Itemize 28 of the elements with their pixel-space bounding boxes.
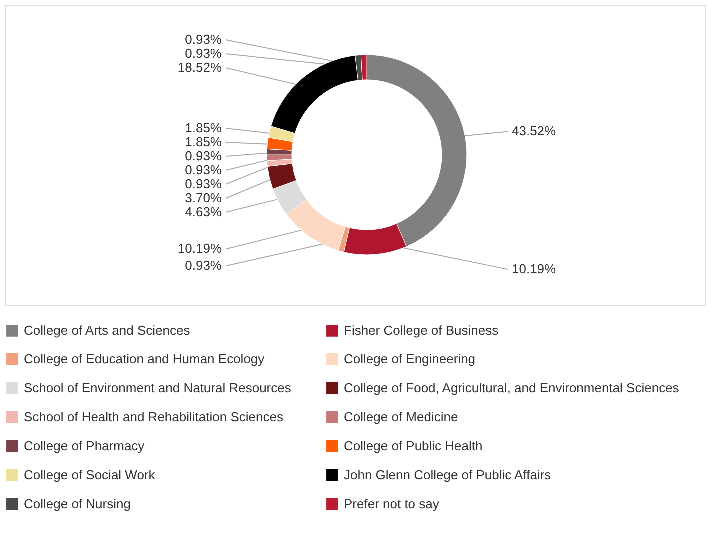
- legend-label: Prefer not to say: [344, 496, 440, 512]
- legend-label: School of Environment and Natural Resources: [24, 380, 292, 396]
- data-label: 10.19%: [512, 262, 557, 277]
- legend-label: College of Pharmacy: [24, 438, 146, 454]
- data-label: 0.93%: [185, 258, 222, 274]
- data-label: 0.93%: [185, 162, 222, 178]
- legend-label: College of Public Health: [344, 438, 483, 454]
- data-label: 1.85%: [185, 120, 222, 136]
- data-label: 0.93%: [185, 176, 222, 192]
- legend-label: College of Education and Human Ecology: [24, 352, 266, 366]
- data-label: 4.63%: [185, 204, 222, 220]
- legend-label: College of Food, Agricultural, and Environmental Sciences: [344, 380, 680, 396]
- legend-label: School of Health and Rehabilitation Sciences: [24, 410, 284, 424]
- legend-label: John Glenn College of Public Affairs: [344, 468, 552, 482]
- data-label: 0.93%: [185, 148, 222, 164]
- legend-label: College of Engineering: [344, 352, 476, 366]
- data-label: 0.93%: [185, 32, 222, 48]
- data-label: 18.52%: [178, 60, 222, 76]
- legend-label: Fisher College of Business: [344, 322, 500, 338]
- data-label: 3.70%: [185, 190, 222, 206]
- legend-label: College of Nursing: [24, 496, 131, 512]
- data-label: 0.93%: [185, 46, 222, 62]
- legend-label: College of Medicine: [344, 410, 458, 424]
- data-label: 1.85%: [185, 134, 222, 150]
- data-label: 10.19%: [178, 241, 222, 256]
- legend-label: College of Arts and Sciences: [24, 322, 191, 338]
- data-label: 43.52%: [512, 124, 557, 139]
- legend-label: College of Social Work: [24, 468, 156, 482]
